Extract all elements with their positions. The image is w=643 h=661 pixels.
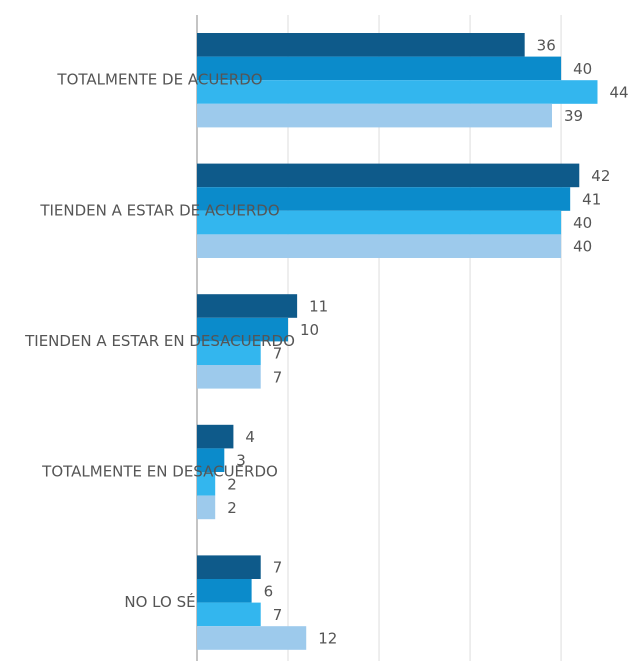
bar <box>197 163 580 188</box>
category-label: TIENDEN A ESTAR DE ACUERDO <box>39 201 279 219</box>
value-label: 39 <box>564 107 583 125</box>
value-label: 7 <box>273 368 283 386</box>
value-label: 42 <box>591 167 610 185</box>
bar <box>197 626 307 650</box>
category-label: TOTALMENTE DE ACUERDO <box>56 71 262 89</box>
category-label: TIENDEN A ESTAR EN DESACUERDO <box>24 332 295 350</box>
value-label: 10 <box>300 321 319 339</box>
bar <box>197 555 261 579</box>
bar <box>197 210 562 235</box>
value-label: 7 <box>273 606 283 624</box>
value-label: 11 <box>309 298 328 316</box>
value-label: 3 <box>236 452 246 470</box>
value-label: 2 <box>227 475 237 493</box>
value-label: 36 <box>537 36 556 54</box>
bar <box>197 294 298 318</box>
value-label: 7 <box>273 559 283 577</box>
bar <box>197 341 261 365</box>
bar <box>197 56 562 81</box>
bar <box>197 365 261 389</box>
bar <box>197 103 552 128</box>
bar <box>197 424 234 449</box>
bar <box>197 448 225 472</box>
value-label: 6 <box>264 582 274 600</box>
value-label: 40 <box>573 214 592 232</box>
bar <box>197 234 562 258</box>
value-label: 40 <box>573 60 592 78</box>
bar <box>197 602 261 627</box>
value-label: 7 <box>273 345 283 363</box>
bar <box>197 33 525 57</box>
bar <box>197 472 216 496</box>
bar <box>197 579 252 603</box>
value-label: 44 <box>609 84 628 102</box>
bar <box>197 495 216 520</box>
category-label: NO LO SÉ <box>124 592 195 611</box>
value-label: 4 <box>245 428 255 446</box>
value-label: 40 <box>573 238 592 256</box>
value-label: 2 <box>227 499 237 517</box>
value-label: 12 <box>318 630 337 648</box>
bar <box>197 317 289 342</box>
bar <box>197 187 571 211</box>
bar <box>197 80 598 104</box>
category-label: TOTALMENTE EN DESACUERDO <box>41 463 278 481</box>
value-label: 41 <box>582 191 601 209</box>
